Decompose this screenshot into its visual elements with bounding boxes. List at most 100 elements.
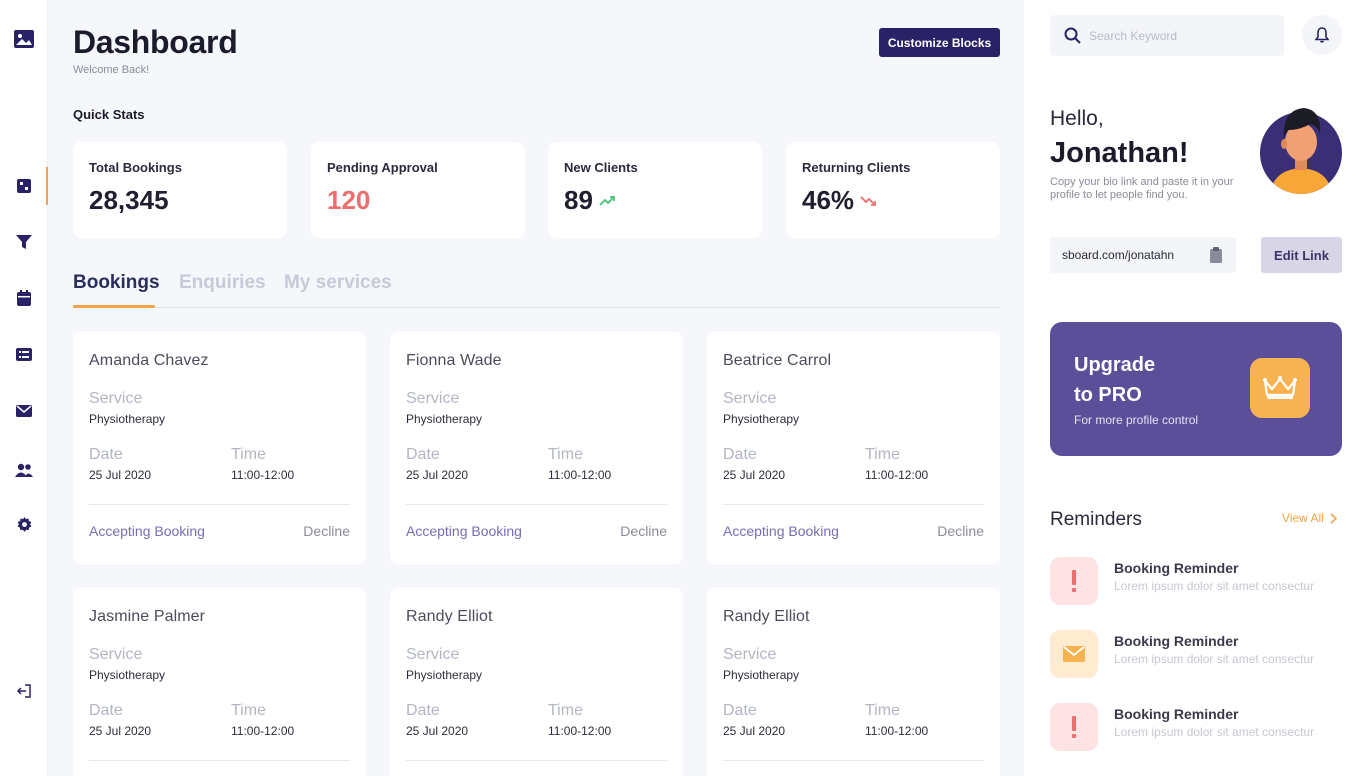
right-panel: Hello, Jonathan! Copy your bio link and … [1024, 0, 1366, 776]
edit-link-button[interactable]: Edit Link [1261, 237, 1342, 273]
chevron-right-icon [1330, 512, 1337, 524]
card-divider [406, 504, 667, 505]
date-col: Date 25 Jul 2020 [89, 446, 231, 482]
date-caption: Date [89, 702, 123, 719]
date-caption: Date [406, 446, 440, 463]
accept-booking-button[interactable]: Accepting Booking [406, 523, 522, 539]
mail-icon [1050, 630, 1098, 678]
time-caption: Time [548, 446, 583, 463]
stat-value: 46% [802, 185, 855, 215]
reminder-title: Booking Reminder [1114, 560, 1239, 576]
service-value: Physiotherapy [406, 668, 483, 682]
booking-card: Beatrice Carrol Service Physiotherapy Da… [707, 332, 1000, 564]
time-value: 11:00-12:00 [865, 724, 929, 738]
client-name: Randy Elliot [723, 608, 810, 625]
bell-icon [1315, 27, 1329, 43]
users-icon[interactable] [12, 458, 36, 482]
date-col: Date 25 Jul 2020 [723, 446, 865, 482]
stat-value: 120 [327, 185, 371, 215]
date-col: Date 25 Jul 2020 [406, 446, 548, 482]
avatar[interactable] [1260, 104, 1342, 194]
settings-icon[interactable] [12, 512, 36, 536]
dashboard-icon[interactable] [12, 174, 36, 198]
trend-up-icon [599, 195, 615, 206]
reminder-item[interactable]: Booking Reminder Lorem ipsum dolor sit a… [1050, 703, 1350, 751]
card-divider [406, 760, 667, 761]
time-value: 11:00-12:00 [548, 724, 612, 738]
service-value: Physiotherapy [406, 412, 483, 426]
trend-down-icon [860, 195, 876, 206]
tab-active-underline [73, 305, 155, 308]
calendar-icon[interactable] [12, 286, 36, 310]
stat-label: New Clients [564, 160, 638, 175]
time-value: 11:00-12:00 [548, 468, 612, 482]
tab-enquiries[interactable]: Enquiries [179, 272, 266, 293]
alert-icon [1050, 703, 1098, 751]
view-all-link[interactable]: View All [1282, 511, 1337, 525]
date-time-row: Date 25 Jul 2020 Time 11:00-12:00 [406, 446, 667, 482]
accept-booking-button[interactable]: Accepting Booking [89, 523, 205, 539]
service-value: Physiotherapy [89, 668, 166, 682]
service-caption: Service [723, 646, 777, 663]
search-input[interactable] [1089, 28, 1269, 43]
date-value: 25 Jul 2020 [89, 468, 152, 482]
time-col: Time 11:00-12:00 [865, 446, 928, 482]
service-value: Physiotherapy [723, 412, 800, 426]
service-caption: Service [89, 646, 143, 663]
bio-link-field[interactable]: sboard.com/jonatahn [1050, 237, 1236, 273]
upgrade-pro-card[interactable]: Upgrade to PRO For more profile control [1050, 322, 1342, 456]
client-name: Randy Elliot [406, 608, 493, 625]
date-value: 25 Jul 2020 [406, 468, 469, 482]
client-name: Amanda Chavez [89, 352, 209, 369]
tab-bookings[interactable]: Bookings [73, 272, 160, 293]
decline-button[interactable]: Decline [303, 523, 350, 539]
time-value: 11:00-12:00 [231, 468, 295, 482]
card-actions: Accepting Booking Decline [406, 523, 667, 539]
reminders-title: Reminders [1050, 509, 1142, 530]
card-divider [723, 504, 984, 505]
booking-card: Amanda Chavez Service Physiotherapy Date… [73, 332, 366, 564]
stat-card-pending-approval: Pending Approval 120 [311, 142, 525, 238]
booking-card: Jasmine Palmer Service Physiotherapy Dat… [73, 588, 366, 776]
reminder-text: Lorem ipsum dolor sit amet consectur [1114, 579, 1315, 593]
decline-button[interactable]: Decline [937, 523, 984, 539]
upgrade-title: Upgrade to PRO [1074, 350, 1194, 410]
quick-stats-label: Quick Stats [73, 107, 145, 122]
stat-label: Pending Approval [327, 160, 438, 175]
service-caption: Service [723, 390, 777, 407]
reminder-item[interactable]: Booking Reminder Lorem ipsum dolor sit a… [1050, 557, 1350, 605]
stat-card-returning-clients: Returning Clients 46% [786, 142, 1000, 238]
list-icon[interactable] [12, 342, 36, 366]
stat-label: Total Bookings [89, 160, 182, 175]
booking-card: Randy Elliot Service Physiotherapy Date 2… [707, 588, 1000, 776]
stat-value: 89 [564, 185, 593, 215]
bio-instructions: Copy your bio link and paste it in your … [1050, 176, 1234, 201]
time-caption: Time [865, 446, 900, 463]
time-col: Time 11:00-12:00 [231, 702, 294, 738]
filter-icon[interactable] [12, 230, 36, 254]
reminder-item[interactable]: Booking Reminder Lorem ipsum dolor sit a… [1050, 630, 1350, 678]
date-value: 25 Jul 2020 [723, 724, 786, 738]
accept-booking-button[interactable]: Accepting Booking [723, 523, 839, 539]
crown-icon [1250, 358, 1310, 418]
decline-button[interactable]: Decline [620, 523, 667, 539]
client-name: Jasmine Palmer [89, 608, 206, 625]
gallery-icon[interactable] [12, 27, 36, 51]
date-col: Date 25 Jul 2020 [406, 702, 548, 738]
time-col: Time 11:00-12:00 [231, 446, 294, 482]
reminder-title: Booking Reminder [1114, 706, 1239, 722]
tab-my-services[interactable]: My services [284, 272, 392, 293]
notification-button[interactable] [1302, 15, 1342, 55]
date-caption: Date [89, 446, 123, 463]
customize-blocks-button[interactable]: Customize Blocks [879, 28, 1000, 57]
mail-icon[interactable] [12, 399, 36, 423]
upgrade-title-line1: Upgrade [1074, 354, 1156, 376]
time-col: Time 11:00-12:00 [548, 446, 611, 482]
logout-icon[interactable] [12, 679, 36, 703]
reminder-text: Lorem ipsum dolor sit amet consectur [1114, 725, 1315, 739]
search-box [1050, 15, 1284, 56]
clipboard-icon[interactable] [1210, 247, 1222, 263]
service-caption: Service [406, 646, 460, 663]
stat-card-total-bookings: Total Bookings 28,345 [73, 142, 287, 238]
